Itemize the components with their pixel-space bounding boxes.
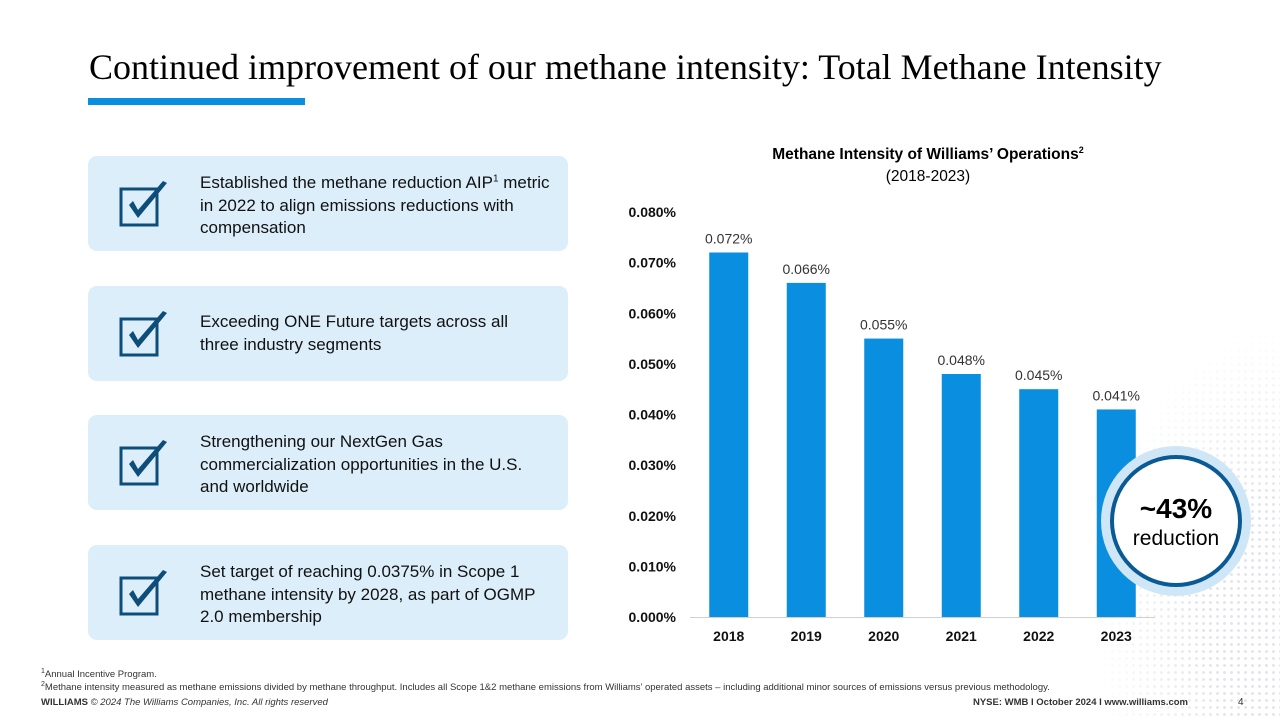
- checkbox-check-icon: [119, 570, 167, 616]
- highlight-card-2: Exceeding ONE Future targets across all …: [88, 286, 568, 381]
- data-label-2019: 0.066%: [783, 261, 830, 277]
- checkbox-check-icon: [119, 440, 167, 486]
- footnote-2-text: Methane intensity measured as methane em…: [44, 682, 1050, 694]
- reduction-badge: ~43% reduction: [1101, 446, 1251, 596]
- footnote-2: 2Methane intensity measured as methane e…: [41, 681, 1050, 693]
- footnote-1: 1Annual Incentive Program.: [41, 668, 157, 680]
- footer-copyright-text: © 2024 The Williams Companies, Inc. All …: [90, 697, 328, 708]
- footnote-1-sup: 1: [41, 668, 45, 675]
- footer-brand: WILLIAMS: [41, 697, 88, 708]
- footnote-1-text: Annual Incentive Program.: [44, 669, 157, 681]
- y-tick-label: 0.070%: [629, 255, 677, 271]
- highlight-card-3: Strengthening our NextGen Gas commercial…: [88, 415, 568, 510]
- bar-2022: [1019, 389, 1059, 617]
- chart-title-sup: 2: [1078, 145, 1084, 155]
- card-2-text: Exceeding ONE Future targets across all …: [200, 312, 509, 354]
- x-tick-label: 2023: [1101, 628, 1132, 644]
- y-tick-label: 0.030%: [629, 457, 677, 473]
- footer-copyright: WILLIAMS © 2024 The Williams Companies, …: [41, 697, 328, 708]
- y-tick-label: 0.060%: [629, 305, 677, 321]
- chart-subtitle: (2018-2023): [885, 168, 971, 185]
- bar-2020: [864, 338, 904, 617]
- footer-info: NYSE: WMB I October 2024 I www.williams.…: [972, 697, 1188, 708]
- y-tick-label: 0.010%: [629, 558, 677, 574]
- chart-title: Methane Intensity of Williams’ Operation…: [700, 145, 1156, 164]
- x-tick-label: 2022: [1023, 628, 1054, 644]
- x-tick-label: 2018: [713, 628, 744, 644]
- data-label-2022: 0.045%: [1015, 367, 1062, 383]
- footnote-2-sup: 2: [41, 681, 45, 688]
- data-label-2020: 0.055%: [860, 317, 907, 333]
- x-tick-label: 2019: [791, 628, 822, 644]
- bar-2018: [709, 252, 749, 617]
- x-tick-label: 2020: [868, 628, 899, 644]
- card-3-text: Strengthening our NextGen Gas commercial…: [200, 432, 523, 496]
- reduction-badge-label: reduction: [1132, 527, 1220, 550]
- page-number: 4: [1238, 697, 1244, 708]
- page-title: Continued improvement of our methane int…: [89, 47, 1162, 87]
- data-label-2018: 0.072%: [705, 231, 752, 247]
- y-tick-label: 0.040%: [629, 407, 677, 423]
- highlight-card-4: Set target of reaching 0.0375% in Scope …: [88, 545, 568, 640]
- data-label-2021: 0.048%: [938, 352, 985, 368]
- chart-title-text: Methane Intensity of Williams’ Operation…: [772, 146, 1079, 164]
- bar-2019: [786, 282, 826, 617]
- checkbox-check-icon: [119, 311, 167, 357]
- y-tick-label: 0.020%: [629, 508, 677, 524]
- bar-chart: 0.000% 0.010% 0.020% 0.030% 0.040% 0.050% 0.06…: [629, 204, 1155, 644]
- data-label-2023: 0.041%: [1093, 387, 1140, 403]
- y-tick-label: 0.050%: [629, 356, 677, 372]
- y-tick-label: 0.000%: [629, 609, 677, 625]
- card-4-text: Set target of reaching 0.0375% in Scope …: [200, 562, 536, 626]
- card-1-text-main: Established the methane reduction AIP: [200, 173, 493, 192]
- x-tick-label: 2021: [946, 628, 977, 644]
- reduction-badge-value: ~43%: [1139, 493, 1213, 524]
- card-1-text: Established the methane reduction AIP1 m…: [200, 172, 550, 240]
- bar-2021: [941, 374, 981, 617]
- title-underline: [88, 98, 305, 105]
- highlight-card-1: Established the methane reduction AIP1 m…: [88, 156, 568, 251]
- card-1-text-rest: metric in 2022 to align emissions reduct…: [200, 173, 550, 237]
- checkbox-check-icon: [119, 181, 167, 227]
- y-tick-label: 0.080%: [629, 204, 677, 220]
- card-1-sup: 1: [492, 173, 499, 185]
- reduction-badge-inner: ~43% reduction: [1110, 455, 1242, 587]
